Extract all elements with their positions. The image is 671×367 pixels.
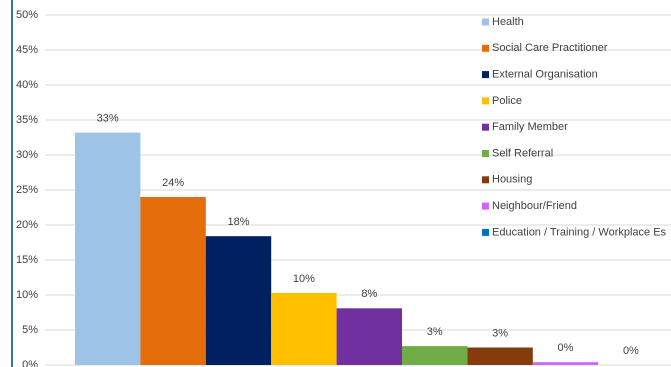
- legend-label: Education / Training / Workplace Es: [492, 226, 667, 238]
- y-tick-label: 15%: [16, 254, 38, 266]
- bar: [271, 292, 337, 365]
- data-label: 0%: [558, 342, 574, 354]
- legend-label: External Organisation: [492, 69, 598, 81]
- legend-label: Neighbour/Friend: [492, 200, 577, 212]
- legend-swatch: [482, 202, 489, 210]
- legend-label: Family Member: [492, 121, 568, 133]
- y-tick-label: 40%: [16, 79, 38, 91]
- legend-swatch: [482, 18, 489, 26]
- bar: [467, 347, 533, 365]
- bar: [402, 346, 468, 365]
- y-tick-label: 10%: [16, 289, 38, 301]
- y-tick-label: 35%: [16, 114, 38, 126]
- data-label: 3%: [427, 326, 443, 338]
- y-tick-label: 5%: [22, 324, 38, 336]
- legend-swatch: [482, 71, 489, 79]
- data-label: 8%: [361, 288, 377, 300]
- legend-swatch: [482, 228, 489, 236]
- data-label: 0%: [623, 345, 639, 357]
- bar: [140, 197, 206, 365]
- data-label: 18%: [227, 216, 249, 228]
- data-label: 3%: [492, 327, 508, 339]
- data-label: 33%: [97, 113, 119, 125]
- y-tick-label: 20%: [16, 219, 38, 231]
- data-label: 24%: [162, 177, 184, 189]
- y-tick-label: 0%: [22, 359, 38, 367]
- y-tick-label: 25%: [16, 184, 38, 196]
- y-tick-label: 50%: [16, 9, 38, 21]
- legend-label: Social Care Practitioner: [492, 42, 608, 54]
- bar: [205, 236, 272, 365]
- legend-swatch: [482, 44, 489, 52]
- bar: [532, 362, 599, 365]
- legend-swatch: [482, 97, 489, 105]
- legend-label: Police: [492, 95, 522, 107]
- legend-swatch: [482, 123, 489, 131]
- legend-swatch: [482, 150, 489, 157]
- legend-label: Housing: [492, 174, 532, 186]
- y-tick-label: 30%: [16, 149, 38, 161]
- legend-label: Health: [492, 16, 524, 28]
- bar: [336, 308, 402, 365]
- legend-swatch: [482, 176, 489, 184]
- data-label: 10%: [293, 273, 315, 285]
- legend-label: Self Referral: [492, 147, 553, 159]
- y-tick-label: 45%: [16, 44, 38, 56]
- bar: [75, 132, 141, 365]
